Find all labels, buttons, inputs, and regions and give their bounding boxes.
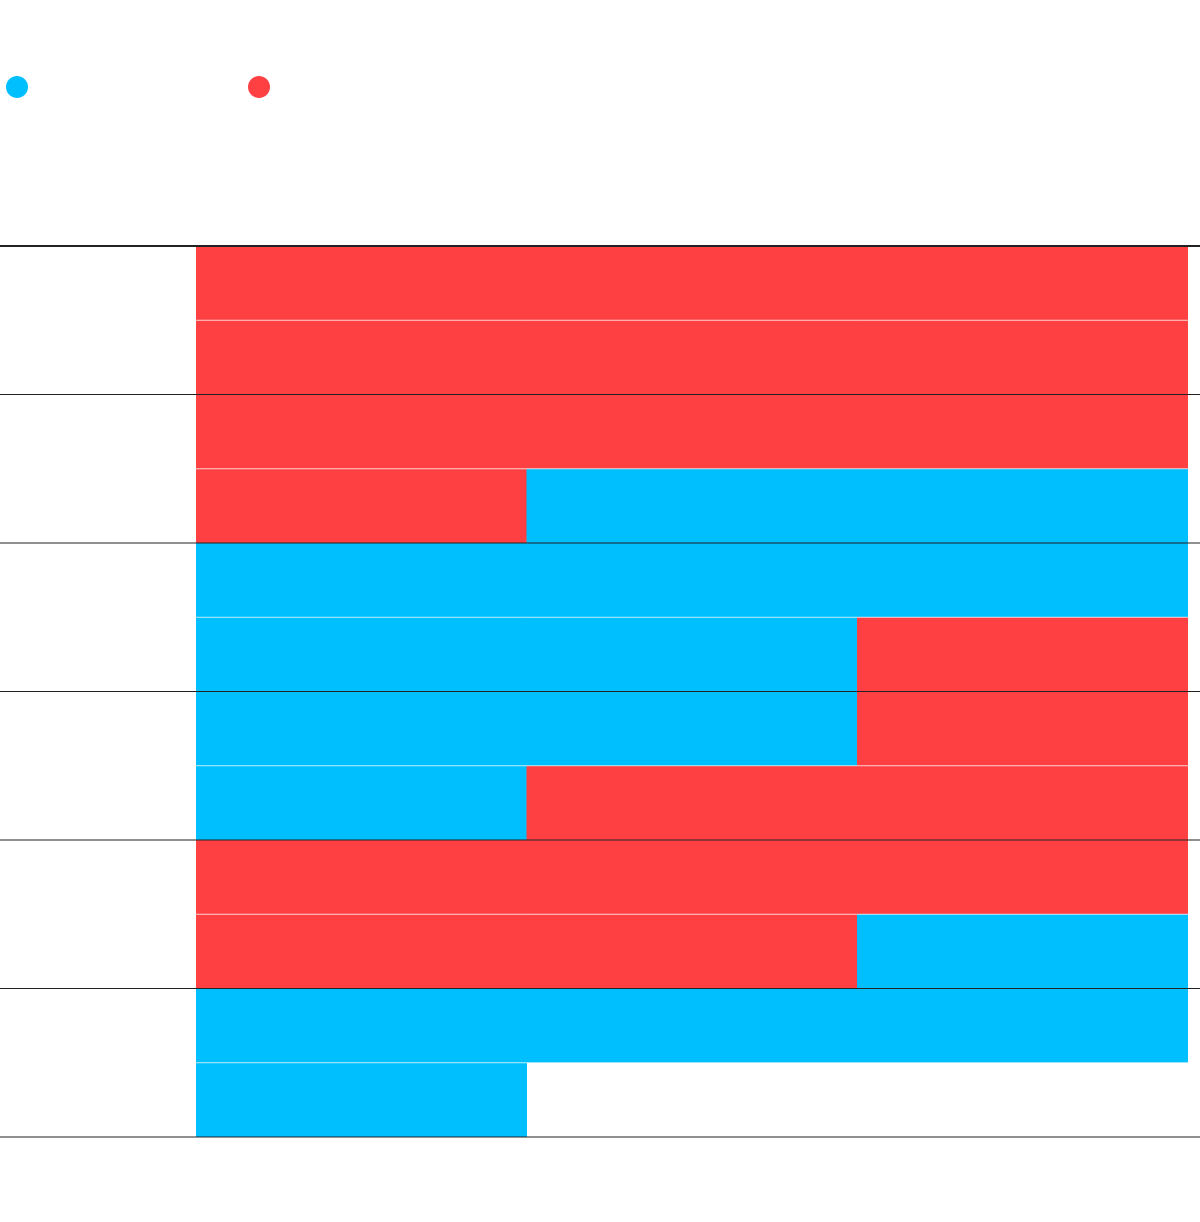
cell	[526, 988, 858, 1063]
cell	[196, 246, 527, 321]
cell	[857, 543, 1188, 618]
cell	[196, 320, 527, 395]
cell	[196, 840, 527, 915]
cell	[526, 468, 858, 543]
cell	[196, 988, 527, 1063]
cell	[857, 691, 1188, 766]
cell	[526, 320, 858, 395]
cell	[526, 394, 858, 469]
legend-dot	[248, 76, 270, 98]
cell	[857, 246, 1188, 321]
cell	[526, 840, 858, 915]
cell	[857, 988, 1188, 1063]
cell	[526, 914, 858, 989]
cell	[196, 1062, 527, 1137]
cell	[196, 765, 527, 840]
cell	[526, 691, 858, 766]
cell	[196, 394, 527, 469]
cell	[196, 914, 527, 989]
cell	[196, 691, 527, 766]
legend-dot	[6, 76, 28, 98]
cell	[857, 840, 1188, 915]
cell	[526, 765, 858, 840]
cell	[857, 617, 1188, 692]
cell	[196, 543, 527, 618]
cell	[857, 320, 1188, 395]
cell	[857, 914, 1188, 989]
cell	[526, 246, 858, 321]
cell	[857, 765, 1188, 840]
cell	[196, 468, 527, 543]
cell	[526, 617, 858, 692]
cell	[526, 543, 858, 618]
cell	[857, 468, 1188, 543]
cell	[196, 617, 527, 692]
cell	[857, 394, 1188, 469]
